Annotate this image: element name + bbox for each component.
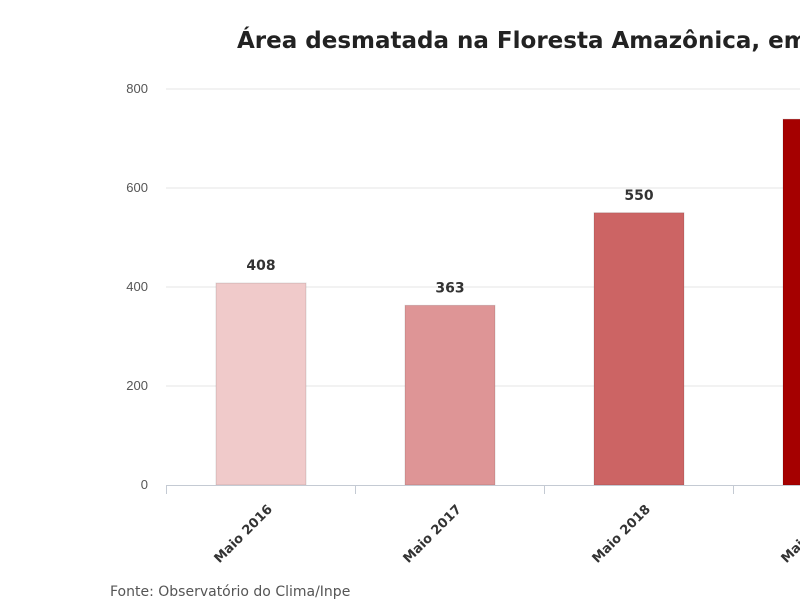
y-axis: 0 200 400 600 800	[126, 81, 148, 492]
x-tick-label: Maio 2018	[590, 502, 654, 566]
data-label: 363	[435, 280, 464, 296]
y-tick-label: 800	[126, 81, 148, 96]
x-tick-label: Maio 2017	[401, 502, 465, 566]
x-axis: Maio 2016 Maio 2017 Maio 2018 Maio 2019	[166, 485, 800, 566]
bar	[782, 118, 800, 486]
y-tick-label: 600	[126, 180, 148, 195]
y-tick-label: 200	[126, 378, 148, 393]
y-tick-label: 0	[141, 477, 148, 492]
chart-title: Área desmatada na Floresta Amazônica, em…	[237, 26, 800, 54]
bar	[215, 282, 307, 486]
data-label: 550	[624, 188, 653, 204]
source-note: Fonte: Observatório do Clima/Inpe	[110, 584, 351, 600]
x-tick-label: Maio 2019	[779, 502, 800, 566]
bars: 408363550739	[215, 118, 800, 486]
y-tick-label: 400	[126, 279, 148, 294]
data-label: 408	[246, 258, 275, 274]
bar	[593, 212, 685, 486]
x-tick-label: Maio 2016	[212, 502, 276, 566]
bar	[404, 304, 496, 486]
